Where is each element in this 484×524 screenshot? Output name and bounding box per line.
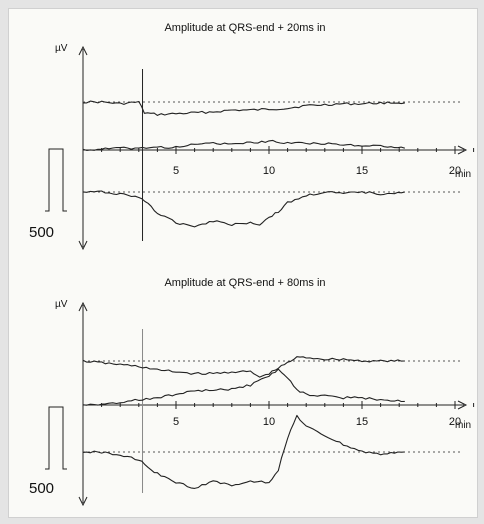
chart-svg: Amplitude at QRS-end + 20ms in µV 5 10 15 2… — [29, 22, 475, 507]
panel-2-series-3-line — [82, 414, 405, 489]
p1-tick-label-5: 5 — [173, 165, 179, 177]
panel-2-x-ticks: 5 10 15 20 — [82, 401, 475, 428]
panel-1-y-arrow-up — [78, 45, 88, 56]
panel-2-title: Amplitude at QRS-end + 80ms in — [164, 277, 325, 289]
p1-tick-label-15: 15 — [356, 165, 368, 177]
panel-2-series-1-line — [82, 356, 405, 378]
panel-1-scale-label: 500 — [29, 224, 54, 241]
panel-2-series-2-line — [82, 368, 405, 406]
panel-1-y-label: µV — [55, 43, 68, 54]
p1-tick-label-20: 20 — [449, 165, 461, 177]
panel-1-x-ticks: 5 10 15 20 — [82, 146, 475, 177]
panel-2-scale-bar — [45, 406, 67, 470]
panel-2-y-arrow-up — [78, 301, 88, 312]
panel-1-x-label: min — [455, 169, 471, 180]
panel-1-series-2-line — [82, 139, 405, 151]
p1-tick-label-10: 10 — [263, 165, 275, 177]
panel-2-y-label: µV — [55, 299, 68, 310]
panel-2-scale-label: 500 — [29, 480, 54, 497]
panel-1-series-3-line — [82, 190, 405, 228]
panel-1-title: Amplitude at QRS-end + 20ms in — [164, 22, 325, 34]
panel-1-series-1-line — [83, 100, 405, 116]
p2-tick-label-5: 5 — [173, 416, 179, 428]
panel-2: Amplitude at QRS-end + 80ms in µV 5 10 15 2… — [29, 277, 475, 507]
panel-1-x-arrow — [457, 145, 468, 155]
panel-2-x-arrow — [457, 400, 468, 410]
panel-1-y-arrow-down — [78, 240, 88, 251]
panel-1-scale-bar — [45, 148, 67, 212]
p2-tick-label-20: 20 — [449, 416, 461, 428]
panel-2-y-arrow-down — [78, 496, 88, 507]
panel-2-x-label: min — [455, 420, 471, 431]
p2-tick-label-10: 10 — [263, 416, 275, 428]
panel-1: Amplitude at QRS-end + 20ms in µV 5 10 15 2… — [29, 22, 475, 251]
p2-tick-label-15: 15 — [356, 416, 368, 428]
figure-frame: Amplitude at QRS-end + 20ms in µV 5 10 15 2… — [8, 8, 478, 518]
